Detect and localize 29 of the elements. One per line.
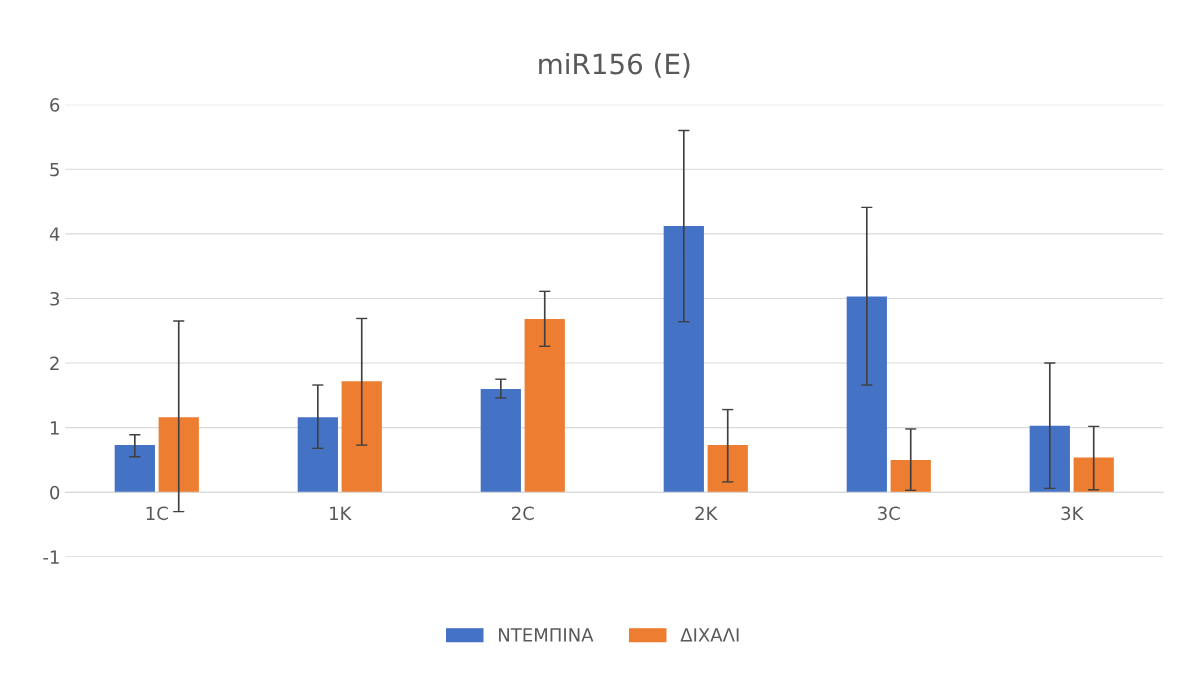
- legend-label: ΔΙΧΑΛΙ: [680, 628, 739, 642]
- bar: [663, 226, 704, 493]
- y-tick-label: 5: [50, 162, 59, 177]
- bar: [480, 388, 521, 493]
- bar: [890, 459, 931, 493]
- bar: [524, 319, 565, 493]
- y-tick-label: 2: [50, 356, 59, 370]
- y-tick-label: 3: [50, 291, 59, 306]
- y-tick-label: -1: [43, 550, 59, 564]
- bar: [707, 445, 748, 493]
- x-tick-label: 1K: [330, 506, 352, 520]
- x-tick-label: 1C: [146, 506, 168, 521]
- x-tick-label: 2C: [512, 506, 534, 521]
- chart-title: miR156 (E): [539, 52, 690, 78]
- bar: [846, 296, 887, 493]
- legend-label: ΝΤΕΜΠΙΝΑ: [499, 628, 594, 642]
- y-tick-label: 6: [50, 98, 60, 112]
- x-tick-label: 2K: [695, 506, 718, 520]
- bar: [1029, 425, 1070, 493]
- bar: [114, 445, 155, 493]
- y-tick-label: 0: [50, 485, 60, 500]
- y-tick-label: 4: [49, 227, 60, 241]
- x-tick-label: 3K: [1061, 506, 1084, 521]
- y-tick-label: 1: [50, 421, 59, 435]
- bar: [1073, 457, 1114, 493]
- x-tick-label: 3C: [878, 506, 900, 521]
- bar: [158, 417, 199, 493]
- bar: [297, 417, 338, 493]
- bar: [341, 381, 382, 493]
